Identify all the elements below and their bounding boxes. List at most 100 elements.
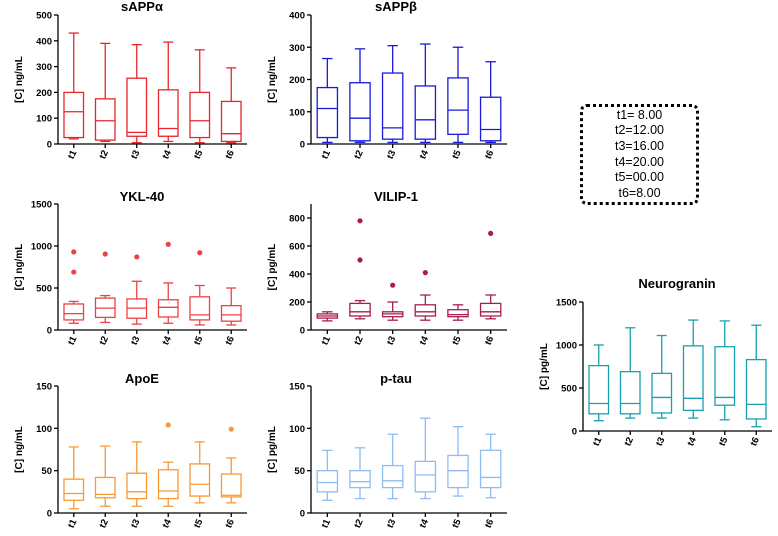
box-t5 (447, 425, 469, 497)
iqr-box (189, 296, 211, 321)
x-tick-label: t6 (223, 518, 237, 530)
chart-3: VILIP-1 [C] pg/mL 0 200 400 600 800 t1 t2 t3 t4 t5 t… (267, 189, 507, 347)
iqr-box (349, 470, 371, 489)
x-tick-label: t2 (352, 335, 366, 347)
y-tick-label: 1500 (31, 200, 52, 211)
box-t1 (63, 446, 85, 510)
box-t4 (157, 241, 179, 324)
outlier-point (228, 426, 234, 432)
x-tick-label: t3 (385, 518, 399, 530)
x-tick-label: t4 (418, 148, 432, 161)
iqr-box (220, 100, 242, 143)
y-tick-label: 0 (300, 326, 305, 337)
iqr-box (94, 98, 116, 141)
y-tick-label: 500 (36, 11, 52, 22)
x-tick-label: t4 (160, 148, 174, 161)
x-tick-label: t5 (450, 148, 464, 161)
box-t3 (381, 282, 404, 321)
x-tick-label: t6 (483, 518, 497, 530)
x-tick-label: t6 (483, 149, 497, 161)
y-tick-label: 0 (47, 509, 52, 520)
y-tick-label: 600 (289, 242, 305, 253)
outlier-point (102, 251, 108, 257)
iqr-box (447, 77, 469, 135)
y-axis-label: [C] pg/mL (539, 343, 550, 390)
x-tick-label: t5 (450, 517, 464, 530)
iqr-box (316, 470, 339, 493)
iqr-box (220, 304, 242, 322)
box-t1 (316, 311, 339, 322)
chart-2: YKL-40 [C] ng/mL 0 500 1000 1500 t1 t2 t3 t4 t5 t6 (14, 189, 247, 347)
box-t6 (479, 433, 502, 499)
iqr-box (220, 473, 242, 498)
iqr-box (479, 302, 502, 317)
box-t6 (479, 61, 502, 144)
box-t5 (189, 250, 211, 326)
iqr-box (479, 449, 502, 489)
iqr-box (316, 86, 339, 139)
box-t1 (63, 249, 85, 324)
box-t2 (349, 218, 371, 320)
y-tick-label: 500 (561, 384, 577, 395)
iqr-box (414, 460, 437, 493)
chart-title: YKL-40 (120, 189, 165, 204)
box-t6 (479, 230, 502, 320)
legend-line-t1: t1= 8.00 (616, 107, 663, 122)
x-tick-label: t2 (352, 518, 366, 530)
iqr-box (745, 358, 767, 420)
y-tick-label: 0 (300, 509, 305, 520)
y-tick-label: 0 (572, 427, 577, 438)
iqr-box (479, 96, 502, 142)
outlier-point (390, 282, 396, 288)
y-tick-label: 1500 (556, 298, 577, 309)
box-t2 (619, 327, 641, 419)
y-tick-label: 0 (47, 326, 52, 337)
outlier-point (71, 269, 77, 275)
x-tick-label: t3 (129, 149, 143, 161)
box-t6 (220, 426, 242, 504)
x-tick-label: t3 (385, 149, 399, 161)
y-tick-label: 200 (289, 298, 305, 309)
x-tick-label: t5 (717, 435, 731, 448)
x-tick-label: t6 (223, 335, 237, 347)
box-t1 (316, 449, 339, 501)
x-tick-label: t5 (450, 334, 464, 347)
outlier-point (197, 250, 203, 256)
y-tick-label: 100 (36, 114, 52, 125)
x-tick-label: t2 (97, 149, 111, 161)
y-tick-label: 50 (41, 466, 52, 477)
y-axis-label: [C] ng/mL (14, 426, 25, 473)
box-t4 (682, 319, 704, 419)
iqr-box (588, 364, 610, 415)
iqr-box (157, 469, 179, 500)
y-tick-label: 400 (36, 36, 52, 47)
x-tick-label: t5 (192, 334, 206, 347)
box-t3 (381, 44, 404, 144)
y-tick-label: 500 (36, 284, 52, 295)
y-tick-label: 50 (294, 466, 305, 477)
chart-0: sAPPα [C] ng/mL 0 100 200 300 400 500 t1 t2 t3 t4 t5… (14, 0, 247, 161)
iqr-box (349, 82, 371, 142)
box-t6 (220, 67, 242, 144)
legend-line-t5: t5=00.00 (614, 170, 664, 185)
iqr-box (189, 463, 211, 497)
x-tick-label: t4 (685, 435, 699, 448)
outlier-point (488, 230, 494, 236)
iqr-box (157, 89, 179, 137)
x-tick-label: t1 (320, 148, 334, 161)
iqr-box (619, 371, 641, 415)
chart-title: Neurogranin (638, 276, 715, 291)
y-tick-label: 0 (300, 140, 305, 151)
box-t2 (94, 42, 116, 143)
iqr-box (381, 72, 404, 140)
iqr-box (94, 476, 116, 499)
box-t5 (714, 320, 736, 421)
y-tick-label: 100 (36, 424, 52, 435)
x-tick-label: t3 (654, 436, 668, 448)
box-t1 (588, 344, 610, 422)
box-t2 (349, 48, 371, 144)
x-tick-label: t2 (97, 335, 111, 347)
box-t2 (349, 447, 371, 500)
y-tick-label: 300 (36, 62, 52, 73)
box-t5 (189, 49, 211, 144)
